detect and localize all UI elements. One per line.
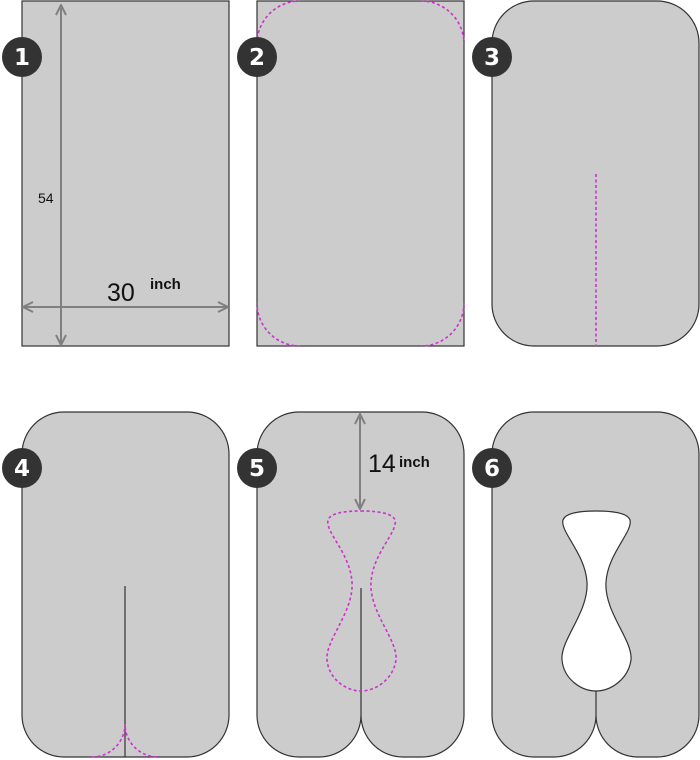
corner-cut-lines xyxy=(256,0,465,347)
step-5: 14 inch 5 xyxy=(237,411,465,758)
step-2: 2 xyxy=(237,0,465,347)
neck-hole-cut-line xyxy=(326,510,397,692)
neck-hole xyxy=(561,510,632,692)
svg-text:2: 2 xyxy=(249,45,265,71)
step-6: 6 xyxy=(472,411,700,758)
svg-text:4: 4 xyxy=(14,456,30,482)
step-badge: 3 xyxy=(472,37,512,77)
step-3: 3 xyxy=(472,0,700,347)
height-label: 54 xyxy=(38,190,54,206)
svg-text:1: 1 xyxy=(14,45,30,71)
step-badge: 6 xyxy=(472,448,512,488)
step-1: 54 30 inch 1 xyxy=(2,0,230,347)
svg-text:5: 5 xyxy=(249,456,265,482)
svg-text:6: 6 xyxy=(484,456,500,482)
step-badge: 4 xyxy=(2,448,42,488)
step-badge: 5 xyxy=(237,448,277,488)
step-badge: 1 xyxy=(2,37,42,77)
svg-text:3: 3 xyxy=(484,45,500,71)
slit-corner-cut-lines xyxy=(91,723,159,758)
width-unit-label: inch xyxy=(150,276,181,293)
step-4: 4 xyxy=(2,411,230,758)
fabric-panel xyxy=(491,0,700,347)
neck-depth-label: 14 xyxy=(368,450,396,478)
step-badge: 2 xyxy=(237,37,277,77)
neck-depth-unit-label: inch xyxy=(399,454,430,471)
width-label: 30 xyxy=(107,279,135,307)
fabric-panel xyxy=(256,411,465,758)
fabric-panel xyxy=(256,0,465,347)
